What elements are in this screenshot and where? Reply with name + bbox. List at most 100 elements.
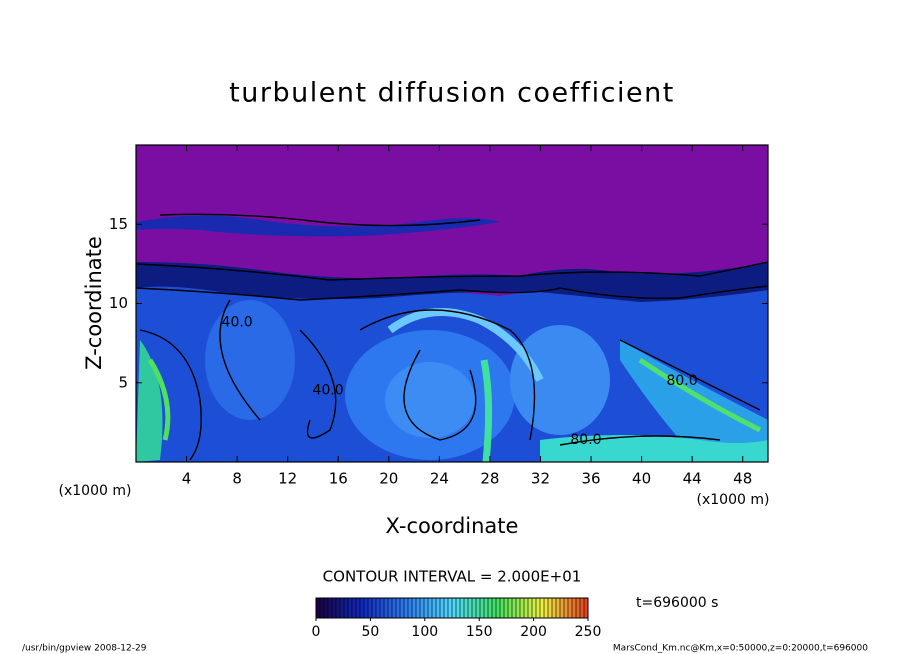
colorbar-cell — [440, 598, 444, 618]
colorbar-cell — [484, 598, 488, 618]
x-tick-label: 44 — [683, 470, 702, 488]
colorbar-cell — [496, 598, 500, 618]
field-region — [147, 358, 171, 441]
colorbar-cell — [352, 598, 356, 618]
field-region — [480, 359, 493, 463]
x-tick-label: 4 — [182, 470, 192, 488]
colorbar-tick-label: 250 — [575, 624, 602, 640]
x-tick-label: 12 — [278, 470, 297, 488]
colorbar: 0 50 100 150 200 250 — [312, 597, 602, 640]
colorbar-cell — [380, 598, 384, 618]
field-region — [136, 215, 500, 237]
y-tick-label: 15 — [109, 215, 128, 233]
x-tick-label: 32 — [531, 470, 550, 488]
colorbar-cell — [564, 598, 568, 618]
colorbar-cell — [372, 598, 376, 618]
colorbar-cell — [404, 598, 408, 618]
colorbar-cell — [516, 598, 520, 618]
colorbar-cell — [508, 598, 512, 618]
colorbar-cell — [328, 598, 332, 618]
colorbar-cell — [472, 598, 476, 618]
colorbar-cell — [396, 598, 400, 618]
x-tick-label: 8 — [232, 470, 242, 488]
x-tick-label: 16 — [329, 470, 348, 488]
colorbar-cell — [376, 598, 380, 618]
colorbar-tick-label: 100 — [411, 624, 438, 640]
chart-title: turbulent diffusion coefficient — [229, 78, 675, 109]
colorbar-cell — [436, 598, 440, 618]
colorbar-cell — [320, 598, 324, 618]
y-axis-label: Z-coordinate — [82, 236, 106, 370]
x-unit-label: (x1000 m) — [59, 483, 132, 499]
colorbar-cell — [348, 598, 352, 618]
colorbar-cell — [524, 598, 528, 618]
colorbar-cell — [332, 598, 336, 618]
contour-label: 40.0 — [313, 383, 344, 399]
x-tick-label: 24 — [430, 470, 449, 488]
colorbar-cell — [540, 598, 544, 618]
colorbar-cell — [356, 598, 360, 618]
x-tick-label: 28 — [480, 470, 499, 488]
colorbar-cell — [340, 598, 344, 618]
colorbar-tick-label: 200 — [520, 624, 547, 640]
field — [135, 145, 769, 463]
x-tick-label: 48 — [733, 470, 752, 488]
colorbar-cell — [460, 598, 464, 618]
colorbar-cell — [384, 598, 388, 618]
colorbar-cell — [456, 598, 460, 618]
colorbar-cell — [492, 598, 496, 618]
colorbar-cell — [556, 598, 560, 618]
colorbar-cell — [360, 598, 364, 618]
x-unit-label: (x1000 m) — [697, 492, 770, 508]
contour-lines — [135, 213, 769, 461]
colorbar-cell — [480, 598, 484, 618]
colorbar-cell — [400, 598, 404, 618]
colorbar-cell — [344, 598, 348, 618]
footer-right: MarsCond_Km.nc@Km,x=0:50000,z=0:20000,t=… — [613, 644, 868, 654]
field-region — [540, 435, 768, 462]
colorbar-cell — [488, 598, 492, 618]
colorbar-cell — [416, 598, 420, 618]
x-tick-label: 20 — [379, 470, 398, 488]
field-region — [638, 357, 762, 433]
contour-label: 80.0 — [570, 432, 601, 448]
field-region — [205, 300, 295, 420]
field-region — [387, 308, 544, 382]
colorbar-cell — [448, 598, 452, 618]
colorbar-cell — [504, 598, 508, 618]
field-region — [385, 362, 475, 438]
contour-label: 40.0 — [222, 315, 253, 331]
colorbar-cell — [476, 598, 480, 618]
x-tick-label: 36 — [581, 470, 600, 488]
colorbar-tick-label: 0 — [312, 624, 321, 640]
colorbar-cell — [408, 598, 412, 618]
colorbar-cell — [444, 598, 448, 618]
colorbar-cell — [388, 598, 392, 618]
colorbar-cell — [576, 598, 580, 618]
field-region — [136, 340, 163, 462]
y-tick-label: 5 — [118, 373, 128, 391]
colorbar-cell — [532, 598, 536, 618]
x-axis-label: X-coordinate — [386, 514, 519, 538]
colorbar-cell — [324, 598, 328, 618]
colorbar-cell — [568, 598, 572, 618]
colorbar-cell — [452, 598, 456, 618]
colorbar-cell — [468, 598, 472, 618]
colorbar-cell — [392, 598, 396, 618]
colorbar-tick-label: 50 — [361, 624, 379, 640]
colorbar-cell — [464, 598, 468, 618]
colorbar-cell — [428, 598, 432, 618]
colorbar-cell — [528, 598, 532, 618]
colorbar-cell — [584, 598, 588, 618]
footer-left: /usr/bin/gpview 2008-12-29 — [22, 644, 147, 654]
colorbar-cell — [316, 598, 320, 618]
colorbar-cell — [336, 598, 340, 618]
colorbar-cell — [548, 598, 552, 618]
colorbar-cell — [364, 598, 368, 618]
colorbar-cell — [572, 598, 576, 618]
colorbar-tick-label: 150 — [466, 624, 493, 640]
colorbar-frame — [315, 597, 589, 619]
colorbar-cell — [412, 598, 416, 618]
colorbar-cell — [424, 598, 428, 618]
contour-interval: CONTOUR INTERVAL = 2.000E+01 — [323, 568, 582, 586]
